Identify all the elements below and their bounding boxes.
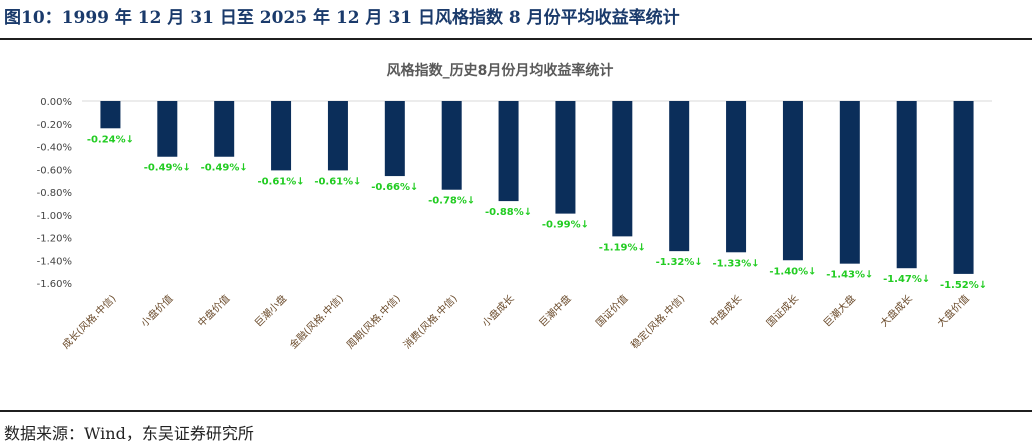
x-category-label: 稳定(风格.中信) <box>628 292 687 351</box>
bar <box>214 101 235 157</box>
data-label: -1.19%↓ <box>599 242 646 253</box>
x-category-label: 大盘价值 <box>934 292 971 329</box>
data-label: -1.32%↓ <box>656 257 703 268</box>
x-category-label: 巨潮中盘 <box>536 292 573 329</box>
bar-series <box>100 101 974 274</box>
y-tick-label: -0.80% <box>37 188 72 199</box>
bar <box>782 101 803 261</box>
x-category-label: 小盘成长 <box>479 292 516 329</box>
top-rule <box>0 38 1032 40</box>
x-category-label: 消费(风格.中信) <box>400 292 459 351</box>
x-category-label: 中盘价值 <box>195 292 232 329</box>
y-tick-label: -1.40% <box>37 256 72 267</box>
y-tick-label: -0.40% <box>37 143 72 154</box>
y-tick-label: -1.00% <box>37 211 72 222</box>
data-label: -0.99%↓ <box>542 220 589 231</box>
bar <box>384 101 405 177</box>
bar <box>896 101 917 269</box>
x-category-label: 金融(风格.中信) <box>287 292 346 351</box>
data-label: -1.40%↓ <box>769 266 816 277</box>
y-tick-label: -0.60% <box>37 165 72 176</box>
figure-title: 图10：1999 年 12 月 31 日至 2025 年 12 月 31 日风格… <box>4 8 680 28</box>
bar <box>612 101 633 237</box>
data-label: -1.52%↓ <box>940 280 987 291</box>
bar <box>555 101 576 214</box>
bar <box>157 101 178 157</box>
y-tick-label: 0.00% <box>40 97 72 108</box>
bar-chart: 风格指数_历史8月份月均收益率统计 0.00% -0.20% -0.40% -0.60… <box>37 62 992 351</box>
source-note: 数据来源：Wind，东吴证券研究所 <box>4 424 254 443</box>
bar <box>327 101 348 171</box>
data-labels: -0.24%↓ -0.49%↓ -0.49%↓ -0.61%↓ -0.61%↓ -0.66… <box>87 134 987 291</box>
data-label: -0.49%↓ <box>144 163 191 174</box>
data-label: -0.66%↓ <box>371 182 418 193</box>
bar <box>271 101 292 171</box>
y-axis: 0.00% -0.20% -0.40% -0.60% -0.80% -1.00% -1.20… <box>37 97 72 290</box>
data-label: -0.61%↓ <box>257 176 304 187</box>
data-label: -0.49%↓ <box>201 163 248 174</box>
bar <box>953 101 974 274</box>
chart-title: 风格指数_历史8月份月均收益率统计 <box>387 62 614 79</box>
x-category-label: 大盘成长 <box>877 292 914 329</box>
x-category-label: 国证成长 <box>764 293 801 330</box>
data-label: -0.88%↓ <box>485 207 532 218</box>
data-label: -0.24%↓ <box>87 134 134 145</box>
x-axis-categories: 成长(风格.中信) 小盘价值 中盘价值 巨潮小盘金融(风格.中信)周期(风格.中信)消… <box>59 292 972 351</box>
bar <box>100 101 121 129</box>
bar <box>669 101 690 252</box>
y-tick-label: -0.20% <box>37 120 72 131</box>
x-category-label: 中盘成长 <box>707 292 744 329</box>
x-category-label: 成长(风格.中信) <box>59 292 118 351</box>
x-category-label: 巨潮大盘 <box>820 292 857 329</box>
data-label: -0.78%↓ <box>428 196 475 207</box>
bar <box>726 101 747 253</box>
data-label: -1.43%↓ <box>826 270 873 281</box>
data-label: -1.47%↓ <box>883 274 930 285</box>
bar <box>498 101 519 202</box>
x-category-label: 巨潮小盘 <box>252 292 289 329</box>
x-category-label: 小盘价值 <box>138 292 175 329</box>
x-category-label: 周期(风格.中信) <box>344 292 403 351</box>
y-tick-label: -1.20% <box>37 234 72 245</box>
bar <box>441 101 462 190</box>
bottom-rule <box>0 410 1032 412</box>
bar <box>839 101 860 264</box>
data-label: -1.33%↓ <box>712 258 759 269</box>
y-tick-label: -1.60% <box>37 279 72 290</box>
data-label: -0.61%↓ <box>314 176 361 187</box>
x-category-label: 国证价值 <box>593 292 630 329</box>
